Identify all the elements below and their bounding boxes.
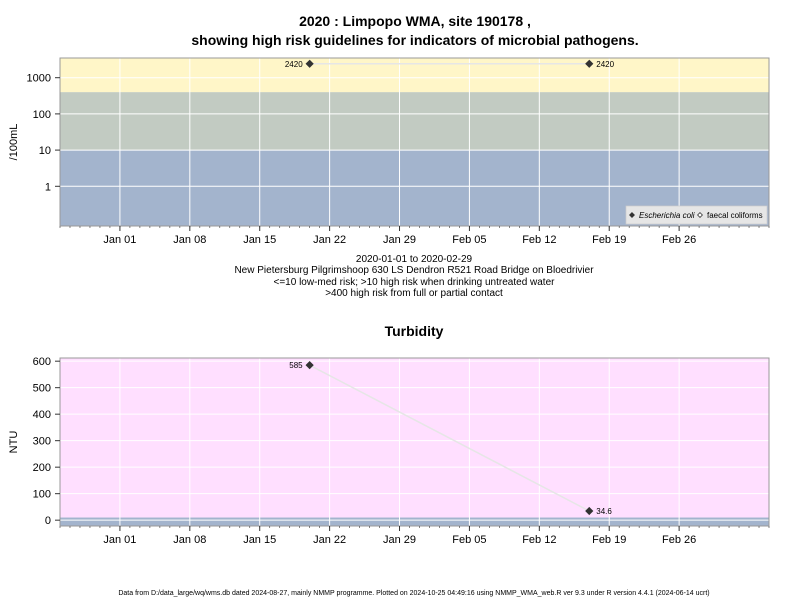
chart1-legend-box <box>625 205 768 225</box>
chart2-ytick-label-6: 600 <box>33 356 51 368</box>
chart1-xtick-label-2: Jan 15 <box>243 234 276 246</box>
chart1-xtick-label-8: Feb 26 <box>662 234 696 246</box>
chart1-xtick-label-7: Feb 19 <box>592 234 626 246</box>
chart2-xtick-label-4: Jan 29 <box>383 534 416 546</box>
chart1-ytick-label-0: 1 <box>45 181 51 193</box>
chart1-frame <box>59 57 770 227</box>
chart1-ytick-label-1: 10 <box>39 145 51 157</box>
chart1-legend-marker-1 <box>697 212 703 218</box>
chart2-xtick-label-0: Jan 01 <box>103 534 136 546</box>
chart2-xtick-label-5: Feb 05 <box>452 534 486 546</box>
chart1-title-line1: 2020 : Limpopo WMA, site 190178 , <box>299 13 531 29</box>
chart2-ytick-label-1: 100 <box>33 489 51 501</box>
chart2-xtick-label-8: Feb 26 <box>662 534 696 546</box>
chart1-xtick-label-1: Jan 08 <box>173 234 206 246</box>
chart2-data-label-0-0: 585 <box>289 361 303 370</box>
chart2-xtick-label-3: Jan 22 <box>313 534 346 546</box>
chart1-subtitle-line2: New Pietersburg Pilgrimshoop 630 LS Dend… <box>234 265 594 276</box>
chart1-legend-marker-0 <box>629 212 635 218</box>
chart2-ytick-label-3: 300 <box>33 436 51 448</box>
chart1-legend-label-0: Escherichia coli <box>639 211 695 220</box>
chart1-subtitle-line3: <=10 low-med risk; >10 high risk when dr… <box>274 277 556 288</box>
chart1-plot: Jan 01 Jan 08 Jan 15 Jan 22 Jan 29 Feb 05 Feb … <box>8 57 770 246</box>
chart2-ytick-label-2: 200 <box>33 462 51 474</box>
chart2-ytick-label-0: 0 <box>45 515 51 527</box>
chart1-data-label-0-0: 2420 <box>285 60 303 69</box>
chart1-band-1 <box>60 92 769 151</box>
chart1-ylabel: /100mL <box>8 124 20 161</box>
chart1-xtick-label-0: Jan 01 <box>103 234 136 246</box>
chart1-xtick-label-4: Jan 29 <box>383 234 416 246</box>
chart1-subtitle-line1: 2020-01-01 to 2020-02-29 <box>356 254 473 265</box>
chart1-point-0-0 <box>305 59 314 68</box>
chart2-band-0 <box>60 517 769 526</box>
chart2-ylabel: NTU <box>8 431 20 454</box>
footer-note: Data from D:/data_large/wq/wms.db dated … <box>118 590 709 597</box>
chart2-data-label-0-1: 34.6 <box>596 507 612 516</box>
chart2-ytick-label-5: 500 <box>33 383 51 395</box>
chart2-xtick-label-2: Jan 15 <box>243 534 276 546</box>
chart1-title-line2: showing high risk guidelines for indicat… <box>191 32 638 48</box>
chart2-plot: Jan 01 Jan 08 Jan 15 Jan 22 Jan 29 Feb 05 Feb … <box>8 356 770 546</box>
chart2-band-1 <box>60 358 769 518</box>
chart1-ytick-label-3: 1000 <box>27 73 51 85</box>
chart2-xtick-label-7: Feb 19 <box>592 534 626 546</box>
chart2-point-0-0 <box>305 361 314 370</box>
chart1-xtick-label-5: Feb 05 <box>452 234 486 246</box>
chart2-xtick-label-1: Jan 08 <box>173 534 206 546</box>
chart1-xtick-label-3: Jan 22 <box>313 234 346 246</box>
chart1-xtick-label-6: Feb 12 <box>522 234 556 246</box>
chart2-ytick-label-4: 400 <box>33 409 51 421</box>
chart1-data-label-0-1: 2420 <box>596 60 614 69</box>
chart1-legend-label-1: faecal coliforms <box>707 211 763 220</box>
chart2-point-0-1 <box>585 506 594 516</box>
chart1-point-0-1 <box>585 59 594 68</box>
chart1-ytick-label-2: 100 <box>33 109 51 121</box>
chart1-subtitle-line4: >400 high risk from full or partial cont… <box>325 288 503 299</box>
chart2-xtick-label-6: Feb 12 <box>522 534 556 546</box>
chart2-title: Turbidity <box>385 323 444 339</box>
chart2-frame <box>59 357 770 527</box>
chart2-series-0-line <box>309 364 590 512</box>
